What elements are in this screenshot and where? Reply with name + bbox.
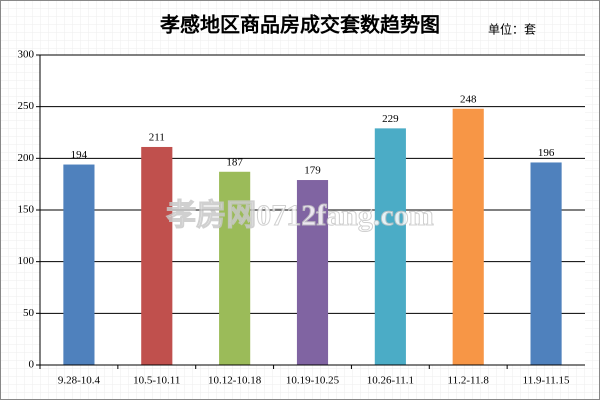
data-label: 194 <box>71 149 88 161</box>
bar <box>530 162 562 365</box>
bar <box>141 146 173 365</box>
x-tick-label: 10.26-11.1 <box>367 375 414 387</box>
chart-title: 孝感地区商品房成交套数趋势图 <box>159 13 440 37</box>
data-label: 196 <box>538 147 555 159</box>
x-tick-label: 10.5-10.11 <box>133 375 180 387</box>
data-label: 179 <box>304 165 321 177</box>
y-tick-label: 150 <box>18 204 35 216</box>
x-tick-label: 10.19-10.25 <box>286 375 340 387</box>
x-tick-label: 11.9-11.15 <box>523 375 570 387</box>
bar <box>219 171 251 365</box>
bar <box>374 128 406 365</box>
y-tick-label: 250 <box>18 100 35 112</box>
x-tick-label: 11.2-11.8 <box>448 375 490 387</box>
bar <box>63 164 95 365</box>
data-label: 229 <box>382 113 399 125</box>
data-label: 211 <box>149 131 165 143</box>
y-tick-label: 50 <box>23 307 35 319</box>
x-tick-label: 10.12-10.18 <box>208 375 262 387</box>
y-tick-label: 0 <box>29 359 35 371</box>
y-tick-label: 200 <box>18 152 35 164</box>
x-tick-label: 9.28-10.4 <box>58 375 101 387</box>
y-tick-label: 300 <box>18 49 35 61</box>
unit-label: 单位：套 <box>488 22 536 37</box>
watermark: 孝房网0712fang.com <box>166 199 433 232</box>
bar <box>296 180 329 365</box>
data-label: 187 <box>226 156 243 168</box>
y-tick-label: 100 <box>18 255 35 267</box>
data-label: 248 <box>460 93 477 105</box>
bar <box>452 108 484 365</box>
